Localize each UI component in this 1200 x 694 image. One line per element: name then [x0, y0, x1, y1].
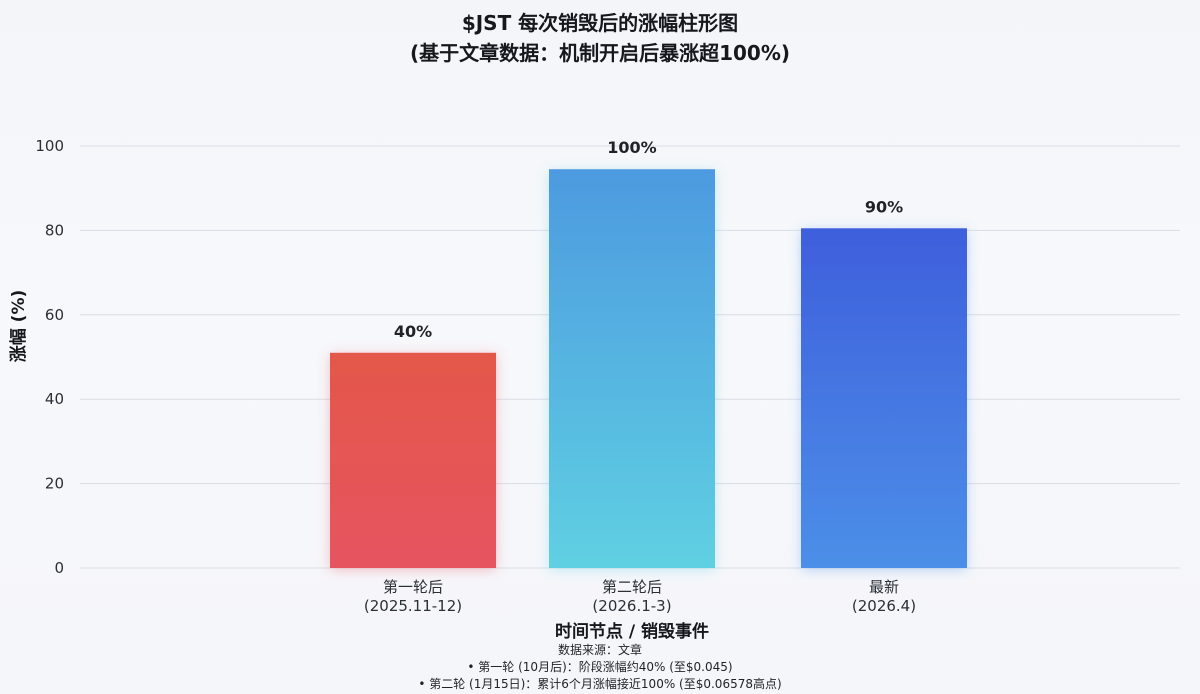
- x-tick-label: 第二轮后: [602, 578, 662, 596]
- labels: 02040608010040%第一轮后(2025.11-12)100%第二轮后(…: [35, 137, 916, 615]
- x-tick-sublabel: (2026.4): [852, 597, 916, 615]
- footnote-round-2: • 第二轮 (1月15日)：累计6个月涨幅接近100% (至$0.06578高点…: [418, 677, 782, 691]
- y-tick-label: 20: [45, 475, 64, 493]
- bar-value-label: 40%: [394, 322, 432, 341]
- data-source-note: 数据来源：文章: [557, 643, 642, 657]
- y-tick-label: 80: [45, 221, 64, 239]
- bar-value-label: 100%: [607, 138, 656, 157]
- x-tick-sublabel: (2025.11-12): [364, 597, 462, 615]
- y-tick-label: 0: [54, 559, 64, 577]
- chart-subtitle: (基于文章数据：机制开启后暴涨超100%): [409, 41, 791, 65]
- y-tick-label: 60: [45, 306, 64, 324]
- y-axis-title: 涨幅 (%): [8, 290, 29, 363]
- bar: [330, 352, 496, 568]
- x-tick-label: 最新: [869, 578, 899, 596]
- footnote-round-1: • 第一轮 (10月后)：阶段涨幅约40% (至$0.045): [467, 660, 733, 674]
- bar: [801, 228, 967, 569]
- bar: [549, 169, 715, 568]
- y-tick-label: 40: [45, 390, 64, 408]
- bars: [330, 169, 967, 569]
- x-tick-sublabel: (2026.1-3): [592, 597, 671, 615]
- x-axis-title: 时间节点 / 销毁事件: [555, 621, 709, 642]
- bar-value-label: 90%: [865, 197, 903, 216]
- chart-title: $JST 每次销毁后的涨幅柱形图: [461, 11, 739, 35]
- x-tick-label: 第一轮后: [383, 578, 443, 596]
- y-tick-label: 100: [35, 137, 64, 155]
